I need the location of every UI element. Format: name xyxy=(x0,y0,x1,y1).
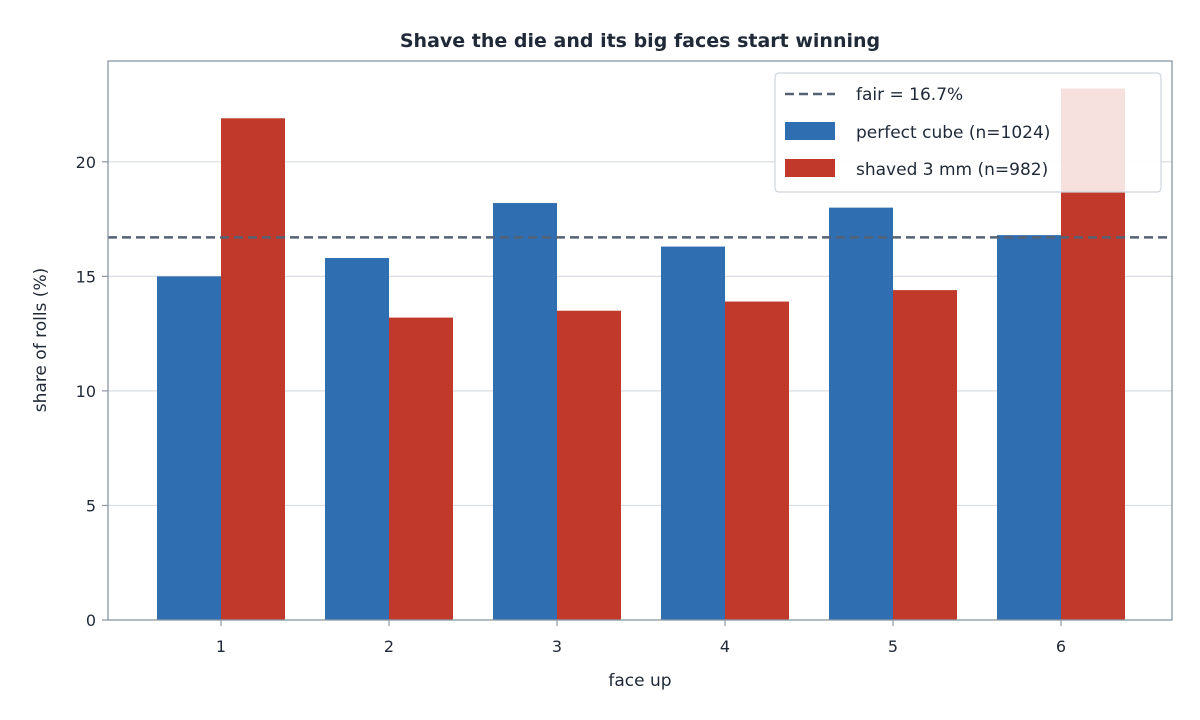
y-axis-ticks: 0 5 10 15 20 xyxy=(76,153,108,630)
bar-perfect-cube-face-2 xyxy=(325,258,389,620)
x-tick-label-6: 6 xyxy=(1056,637,1066,656)
x-axis-ticks: 1 2 3 4 5 6 xyxy=(216,620,1066,656)
x-tick-label-5: 5 xyxy=(888,637,898,656)
legend-fair-label: fair = 16.7% xyxy=(856,85,963,105)
bars xyxy=(157,88,1125,621)
legend: fair = 16.7% perfect cube (n=1024) shave… xyxy=(774,72,1162,193)
x-tick-label-1: 1 xyxy=(216,637,226,656)
y-axis-label: share of rolls (%) xyxy=(31,268,51,412)
bar-shaved-face-1 xyxy=(221,118,285,620)
x-tick-label-4: 4 xyxy=(720,637,730,656)
legend-box xyxy=(774,72,1162,193)
chart-title: Shave the die and its big faces start wi… xyxy=(400,30,880,52)
y-tick-label-15: 15 xyxy=(76,267,96,286)
bar-perfect-cube-face-3 xyxy=(493,203,557,620)
x-axis-label: face up xyxy=(608,671,671,691)
y-tick-label-10: 10 xyxy=(76,382,96,401)
legend-shaved-swatch xyxy=(785,159,835,177)
bar-perfect-cube-face-4 xyxy=(661,246,725,620)
bar-perfect-cube-face-6 xyxy=(997,235,1061,621)
plot-frame xyxy=(107,60,1173,621)
bar-shaved-face-3 xyxy=(557,310,621,620)
legend-perfect-cube-label: perfect cube (n=1024) xyxy=(856,123,1050,143)
x-tick-label-2: 2 xyxy=(384,637,394,656)
y-tick-label-20: 20 xyxy=(76,153,96,172)
x-tick-label-3: 3 xyxy=(552,637,562,656)
legend-perfect-cube-swatch xyxy=(785,122,835,140)
bar-perfect-cube-face-5 xyxy=(829,207,893,620)
legend-shaved-label: shaved 3 mm (n=982) xyxy=(856,160,1048,180)
bar-shaved-face-4 xyxy=(725,301,789,620)
bar-shaved-face-5 xyxy=(893,290,957,620)
bar-perfect-cube-face-1 xyxy=(157,276,221,620)
y-tick-label-5: 5 xyxy=(86,496,96,515)
y-tick-label-0: 0 xyxy=(86,611,96,630)
bar-shaved-face-2 xyxy=(389,317,453,620)
